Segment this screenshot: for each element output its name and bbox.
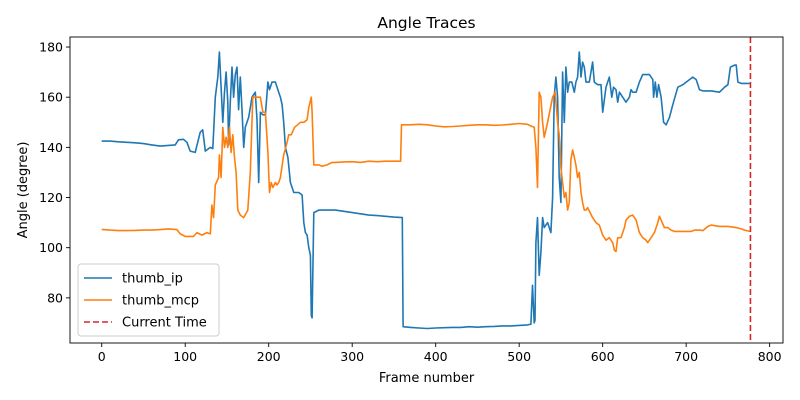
legend-label: thumb_ip <box>122 272 183 287</box>
x-tick-label: 0 <box>98 349 106 364</box>
x-tick-label: 500 <box>507 349 531 364</box>
x-tick-label: 400 <box>424 349 448 364</box>
x-axis-label: Frame number <box>379 371 475 386</box>
series-layer <box>101 37 752 343</box>
series-line-thumb-mcp <box>101 91 750 253</box>
plot-frame <box>69 36 784 344</box>
y-axis-label: Angle (degree) <box>16 142 31 239</box>
y-tick-label: 100 <box>39 240 63 255</box>
x-tick-label: 100 <box>173 349 197 364</box>
y-tick-label: 180 <box>39 40 63 55</box>
y-tick-label: 160 <box>39 90 63 105</box>
chart-title: Angle Traces <box>377 14 475 32</box>
y-axis-ticks: 80 100 120 140 160 180 <box>39 40 70 305</box>
legend-label: Current Time <box>122 316 207 331</box>
y-tick-label: 80 <box>47 290 63 305</box>
x-tick-label: 600 <box>591 349 615 364</box>
y-tick-label: 140 <box>39 140 63 155</box>
x-axis-ticks: 0 100 200 300 400 500 600 700 800 <box>98 343 782 364</box>
x-tick-label: 800 <box>758 349 782 364</box>
x-tick-label: 200 <box>257 349 281 364</box>
legend-box <box>77 263 220 337</box>
x-tick-label: 300 <box>340 349 364 364</box>
y-tick-label: 120 <box>39 190 63 205</box>
legend-label: thumb_mcp <box>122 294 199 309</box>
legend: thumb_ip thumb_mcp Current Time <box>77 263 220 337</box>
x-tick-label: 700 <box>674 349 698 364</box>
series-line-thumb-ip <box>101 51 750 330</box>
